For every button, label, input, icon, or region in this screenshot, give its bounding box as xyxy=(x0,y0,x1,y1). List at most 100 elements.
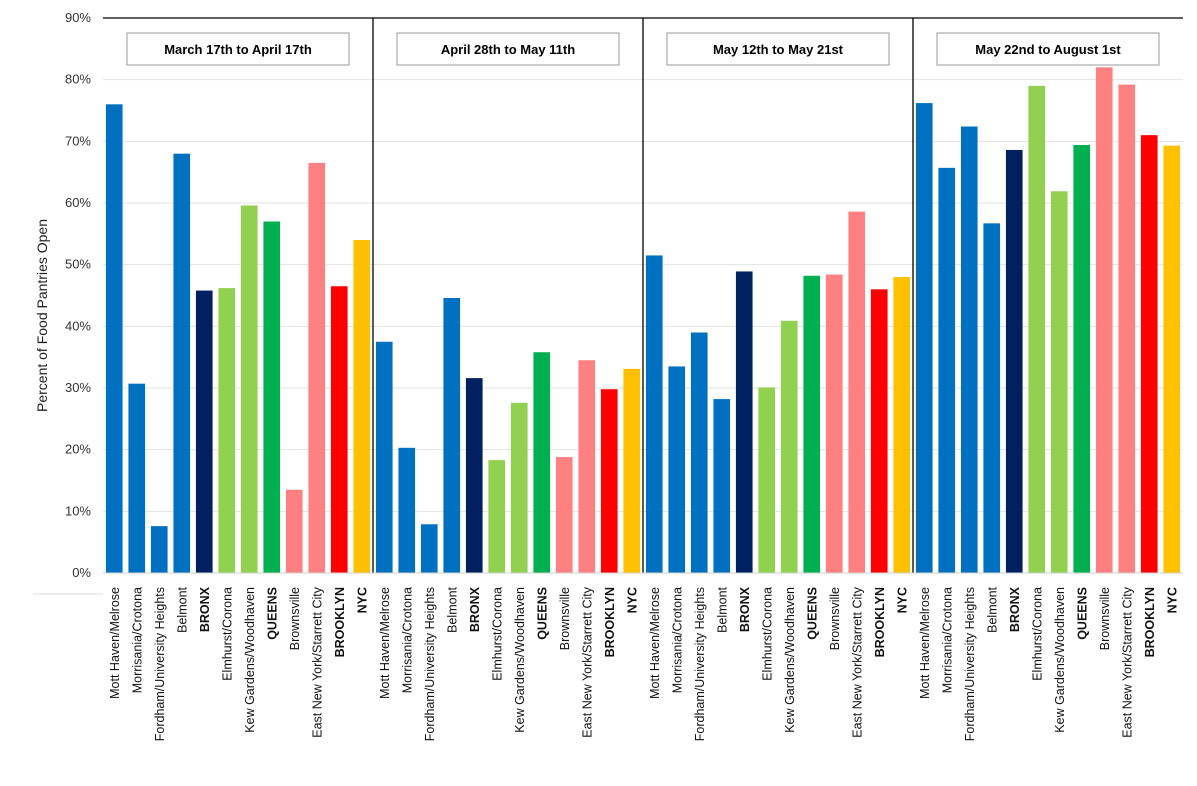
x-tick-label: BROOKLYN xyxy=(603,587,617,657)
x-tick-label: Fordham/University Heights xyxy=(963,587,977,741)
bar xyxy=(443,297,461,573)
x-tick-label: Belmont xyxy=(985,586,999,632)
y-tick-label: 10% xyxy=(65,503,91,518)
x-tick-label: Belmont xyxy=(175,586,189,632)
bar xyxy=(353,240,371,573)
bar xyxy=(488,460,506,573)
y-axis-ticks: 0% 10% 20% 30% 40% 50% 60% 70% 80% 90% xyxy=(65,10,91,580)
x-tick-label: BRONX xyxy=(468,586,482,632)
bar xyxy=(1140,135,1158,574)
bar xyxy=(735,271,753,573)
x-tick-label: Kew Gardens/Woodhaven xyxy=(243,587,257,733)
panel-title-box xyxy=(666,32,890,66)
bar xyxy=(780,320,798,573)
y-tick-label: 60% xyxy=(65,195,91,210)
y-tick-label: 50% xyxy=(65,257,91,272)
x-tick-label: Fordham/University Heights xyxy=(153,587,167,741)
bar xyxy=(668,366,686,573)
x-tick-label: BROOKLYN xyxy=(873,587,887,657)
bar xyxy=(803,275,821,573)
bar xyxy=(218,288,236,573)
bar xyxy=(1118,84,1136,573)
x-tick-label: Mott Haven/Melrose xyxy=(648,587,662,699)
x-tick-label: NYC xyxy=(625,587,639,613)
bar xyxy=(555,457,573,573)
x-tick-label: Mott Haven/Melrose xyxy=(108,587,122,699)
bar xyxy=(150,526,168,573)
bar xyxy=(1073,145,1091,573)
panel-title: March 17th to April 17th xyxy=(164,42,312,57)
bar xyxy=(915,103,933,573)
bar xyxy=(1005,149,1023,573)
x-tick-label: East New York/Starrett City xyxy=(580,586,594,738)
x-axis-labels: Mott Haven/Melrose Morrisania/Crotona Ford… xyxy=(108,586,1180,741)
panel-title-box xyxy=(126,32,350,66)
x-tick-label: Morrisania/Crotona xyxy=(670,587,684,693)
x-tick-label: QUEENS xyxy=(265,587,279,640)
bar xyxy=(938,167,956,573)
bar xyxy=(398,447,416,573)
x-tick-label: BRONX xyxy=(198,586,212,632)
x-tick-label: Kew Gardens/Woodhaven xyxy=(1053,587,1067,733)
bar xyxy=(195,290,213,573)
y-tick-label: 90% xyxy=(65,10,91,25)
x-tick-label: QUEENS xyxy=(1075,587,1089,640)
bar xyxy=(240,205,258,573)
x-tick-label: Morrisania/Crotona xyxy=(940,587,954,693)
bar xyxy=(578,360,596,573)
x-tick-label: QUEENS xyxy=(805,587,819,640)
x-tick-label: NYC xyxy=(895,587,909,613)
x-tick-label: QUEENS xyxy=(535,587,549,640)
x-tick-label: Elmhurst/Corona xyxy=(220,587,234,681)
x-tick-label: Morrisania/Crotona xyxy=(400,587,414,693)
bar xyxy=(465,378,483,573)
y-tick-label: 70% xyxy=(65,133,91,148)
y-tick-label: 40% xyxy=(65,318,91,333)
x-tick-label: Belmont xyxy=(445,586,459,632)
x-tick-label: Brownsville xyxy=(288,587,302,650)
x-tick-label: Fordham/University Heights xyxy=(423,587,437,741)
x-tick-label: Brownsville xyxy=(828,587,842,650)
bar xyxy=(263,221,281,573)
x-tick-label: East New York/Starrett City xyxy=(850,586,864,738)
x-tick-label: Elmhurst/Corona xyxy=(760,587,774,681)
x-tick-label: BRONX xyxy=(738,586,752,632)
x-tick-label: Morrisania/Crotona xyxy=(130,587,144,693)
bar xyxy=(893,277,911,573)
bar xyxy=(623,368,641,573)
x-tick-label: Elmhurst/Corona xyxy=(490,587,504,681)
x-tick-label: Kew Gardens/Woodhaven xyxy=(783,587,797,733)
panel-frames xyxy=(33,17,1183,595)
panel-titles: March 17th to April 17th April 28th to Ma… xyxy=(126,32,1160,66)
bar xyxy=(128,383,146,573)
bar xyxy=(533,352,551,573)
panel-title-box xyxy=(396,32,620,66)
bar xyxy=(690,332,708,573)
x-tick-label: Brownsville xyxy=(558,587,572,650)
x-tick-label: NYC xyxy=(355,587,369,613)
panel-title: May 12th to May 21st xyxy=(713,42,844,57)
bar xyxy=(600,389,618,573)
bar xyxy=(1163,145,1181,573)
bar xyxy=(848,211,866,573)
bar xyxy=(645,255,663,574)
x-tick-label: East New York/Starrett City xyxy=(310,586,324,738)
x-tick-label: Mott Haven/Melrose xyxy=(378,587,392,699)
bar xyxy=(758,387,776,573)
bar xyxy=(983,223,1001,573)
y-tick-label: 0% xyxy=(72,565,91,580)
x-tick-label: Belmont xyxy=(715,586,729,632)
panel-title-box xyxy=(936,32,1160,66)
x-tick-label: NYC xyxy=(1165,587,1179,613)
bar xyxy=(308,162,326,574)
bar xyxy=(330,286,348,573)
x-tick-label: BROOKLYN xyxy=(333,587,347,657)
x-tick-label: Kew Gardens/Woodhaven xyxy=(513,587,527,733)
panel-title: April 28th to May 11th xyxy=(441,42,575,57)
bars xyxy=(105,67,1181,574)
x-tick-label: BRONX xyxy=(1008,586,1022,632)
x-tick-label: Elmhurst/Corona xyxy=(1030,587,1044,681)
y-tick-label: 20% xyxy=(65,442,91,457)
x-tick-label: East New York/Starrett City xyxy=(1120,586,1134,738)
